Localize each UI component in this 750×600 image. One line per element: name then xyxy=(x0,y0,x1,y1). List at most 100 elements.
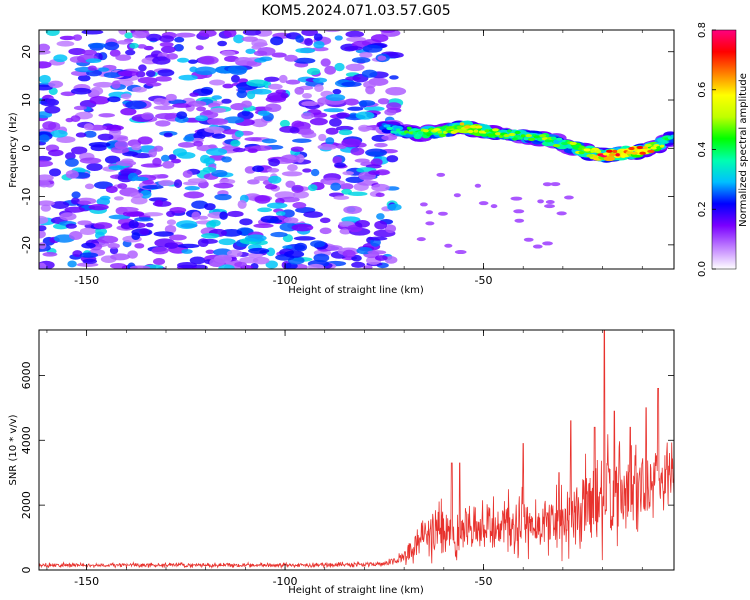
noise-blob xyxy=(160,45,176,54)
faint-spot xyxy=(453,193,461,198)
noise-blob xyxy=(108,165,125,171)
noise-blob xyxy=(221,156,232,163)
noise-blob xyxy=(129,192,144,199)
noise-blob xyxy=(177,142,196,148)
noise-blob xyxy=(72,34,83,41)
noise-blob xyxy=(117,183,128,189)
snr-series-line xyxy=(39,330,674,570)
faint-spot xyxy=(490,204,498,209)
noise-blob xyxy=(345,76,361,81)
noise-blob xyxy=(375,192,385,198)
x-tick-label: -100 xyxy=(273,274,298,287)
noise-blob xyxy=(145,222,154,228)
noise-blob xyxy=(77,74,91,82)
noise-blob xyxy=(231,74,240,83)
noise-blob xyxy=(312,46,329,52)
noise-blob xyxy=(151,246,169,255)
noise-blob xyxy=(367,250,387,255)
noise-blob xyxy=(125,100,147,110)
noise-blob xyxy=(347,191,368,197)
noise-blob xyxy=(319,217,331,224)
noise-blob xyxy=(39,74,51,84)
noise-blob xyxy=(213,182,234,189)
noise-blob xyxy=(141,112,154,120)
noise-blob xyxy=(314,84,324,93)
noise-blob xyxy=(251,88,272,95)
noise-blob xyxy=(71,191,81,199)
noise-blob xyxy=(325,245,343,251)
noise-blob xyxy=(325,94,346,102)
noise-blob xyxy=(39,229,46,239)
noise-blob xyxy=(387,203,402,211)
noise-blob xyxy=(194,66,217,76)
noise-blob xyxy=(202,166,217,173)
noise-blob xyxy=(368,170,380,175)
noise-blob xyxy=(330,182,342,191)
noise-blob xyxy=(175,32,196,38)
faint-spot xyxy=(545,199,555,204)
noise-blob xyxy=(293,57,316,64)
noise-blob xyxy=(280,92,289,99)
y-tick-label: 2000 xyxy=(20,491,33,519)
noise-blob xyxy=(275,211,286,216)
snr-x-axis: -150 -100 -50 xyxy=(46,330,643,588)
noise-blob xyxy=(79,252,99,258)
noise-blob xyxy=(39,134,50,143)
noise-blob xyxy=(233,34,245,44)
noise-blob xyxy=(183,136,195,142)
chart-title: KOM5.2024.071.03.57.G05 xyxy=(261,3,450,19)
signal-blob xyxy=(453,129,460,133)
signal-blob xyxy=(578,150,585,155)
noise-blob xyxy=(145,70,156,78)
noise-blob xyxy=(371,183,390,192)
noise-blob xyxy=(168,154,177,161)
noise-blob xyxy=(90,144,107,152)
noise-blob xyxy=(345,63,365,72)
y-tick-label: 0 xyxy=(20,567,33,574)
noise-blob xyxy=(39,160,54,168)
signal-blob xyxy=(395,128,401,132)
signal-blob xyxy=(647,149,655,153)
noise-blob xyxy=(234,261,247,268)
noise-blob xyxy=(39,180,51,188)
noise-blob xyxy=(261,138,277,144)
noise-blob xyxy=(59,212,77,221)
noise-blob xyxy=(284,54,298,62)
noise-blob xyxy=(85,58,102,64)
signal-blob xyxy=(503,134,510,138)
noise-blob xyxy=(97,235,119,244)
signal-blob xyxy=(644,143,652,147)
noise-blob xyxy=(211,133,226,139)
noise-blob xyxy=(270,36,284,46)
noise-blob xyxy=(342,249,356,258)
noise-blob xyxy=(354,219,370,228)
noise-blob xyxy=(341,138,362,148)
noise-blob xyxy=(341,81,362,87)
faint-spot xyxy=(564,195,574,200)
noise-blob xyxy=(292,138,312,143)
spectrogram-frame xyxy=(38,29,675,270)
noise-blob xyxy=(50,130,68,138)
noise-blob xyxy=(67,260,77,268)
snr-background xyxy=(39,330,674,570)
signal-blob xyxy=(404,130,409,134)
snr-frame xyxy=(38,329,675,571)
noise-blob xyxy=(193,140,204,147)
noise-blob xyxy=(354,158,370,163)
noise-blob xyxy=(164,242,179,249)
noise-blob xyxy=(265,103,282,113)
noise-blob xyxy=(362,265,373,269)
noise-blob xyxy=(103,124,124,131)
noise-blob xyxy=(355,111,375,120)
noise-blob xyxy=(358,126,373,131)
noise-blob xyxy=(98,113,116,118)
signal-blob xyxy=(620,154,626,159)
noise-blob xyxy=(88,203,109,211)
noise-blob xyxy=(137,77,158,84)
noise-blob xyxy=(177,57,189,63)
signal-blob xyxy=(606,149,613,153)
colorbar-label: Normalized spectral amplitude xyxy=(738,73,749,227)
colorbar-tick-label: 0.6 xyxy=(697,82,708,98)
noise-blob xyxy=(237,111,254,120)
